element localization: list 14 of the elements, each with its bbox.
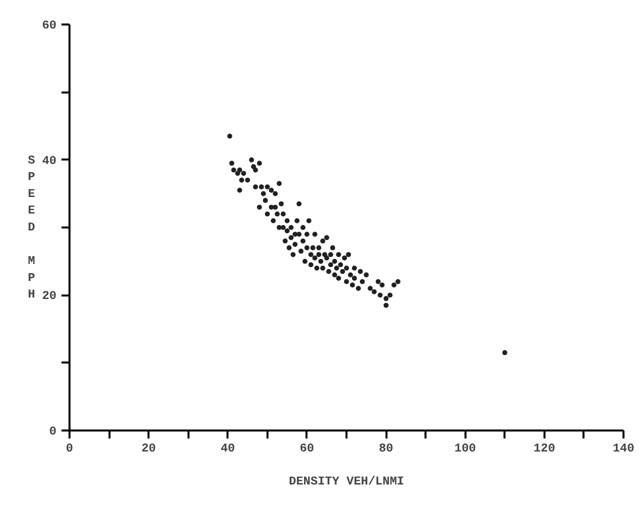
x-axis-title: DENSITY VEH/LNMI — [288, 474, 404, 488]
x-tick-label: 20 — [141, 442, 156, 456]
text: SPEED MPH — [28, 153, 36, 302]
x-tick-label: 140 — [612, 442, 634, 456]
y-tick-label: 20 — [42, 289, 57, 304]
x-tick-label: 60 — [300, 442, 314, 456]
y-tick-label: 60 — [42, 18, 57, 32]
x-tick-label: 40 — [220, 442, 235, 456]
x-tick-label: 80 — [378, 442, 394, 456]
y-tick-label: 40 — [42, 154, 57, 168]
y-tick-label: 0 — [49, 424, 56, 438]
x-tick-label: 0 — [66, 442, 74, 456]
x-tick-label: 100 — [454, 442, 476, 456]
x-tick-label: 120 — [534, 442, 556, 456]
